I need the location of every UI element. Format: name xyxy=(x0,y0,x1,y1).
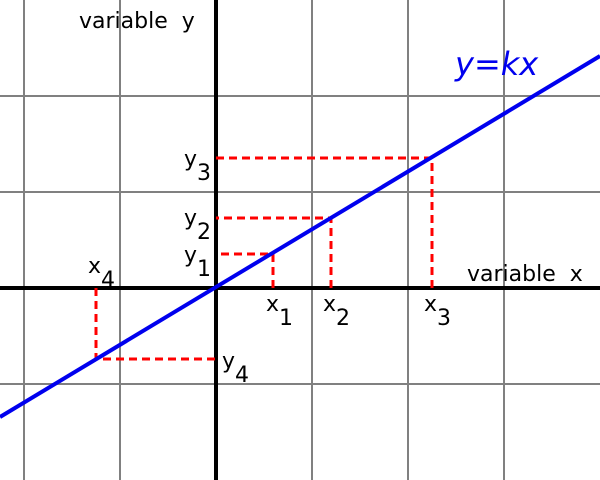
y1-label: y1 xyxy=(184,243,211,282)
equation-label: y=kx xyxy=(454,45,539,83)
x-axis-title: variable x xyxy=(467,262,583,287)
y4-label: y4 xyxy=(222,349,249,388)
x4-label: x4 xyxy=(88,254,115,293)
y3-label: y3 xyxy=(184,147,211,186)
x2-label: x2 xyxy=(323,292,350,331)
y-axis-title: variable y xyxy=(79,9,195,34)
x3-label: x3 xyxy=(424,292,451,331)
x1-label: x1 xyxy=(266,292,293,331)
y2-label: y2 xyxy=(184,206,211,245)
function-line xyxy=(0,54,600,419)
